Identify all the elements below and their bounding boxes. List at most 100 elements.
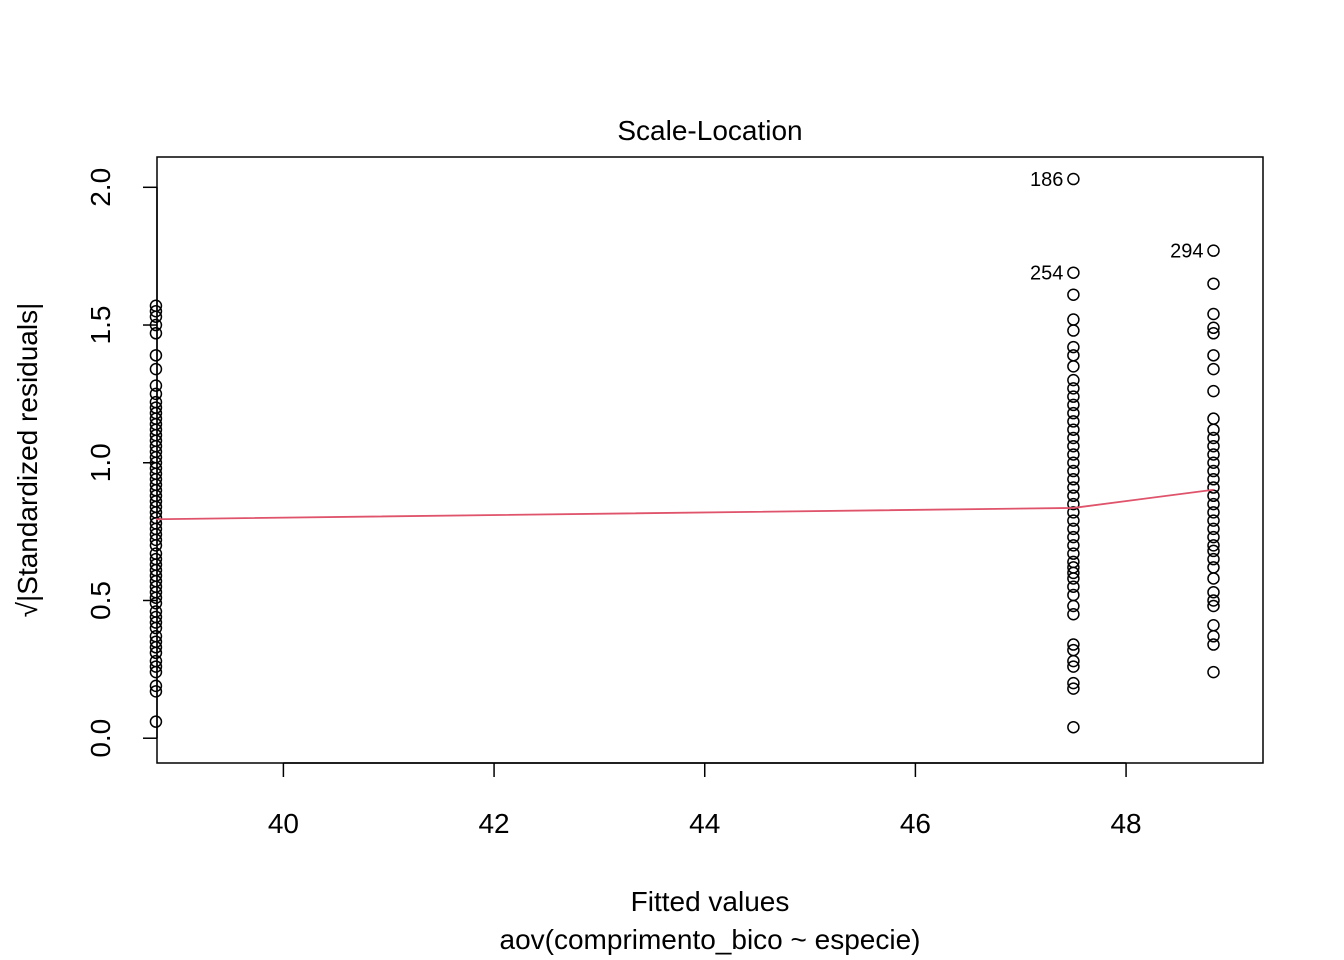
point-label: 254 — [1030, 263, 1063, 285]
data-point — [1067, 439, 1080, 453]
data-point — [1067, 423, 1080, 436]
data-point — [1207, 561, 1220, 574]
data-point — [149, 387, 163, 401]
data-point — [149, 318, 163, 332]
data-point — [149, 552, 163, 566]
data-point — [1207, 539, 1220, 552]
data-point — [149, 610, 163, 624]
data-point — [1067, 588, 1080, 602]
data-point — [1067, 340, 1080, 354]
data-point — [1067, 360, 1080, 373]
data-point — [1207, 384, 1220, 398]
data-point — [1067, 643, 1080, 657]
data-point — [1067, 398, 1080, 412]
data-point — [1207, 244, 1220, 257]
data-point — [1067, 660, 1080, 673]
data-point — [1067, 720, 1080, 734]
data-point — [1207, 619, 1220, 632]
data-point — [1067, 266, 1080, 279]
data-point — [1067, 415, 1080, 428]
data-point — [1207, 630, 1220, 643]
data-point — [1067, 555, 1080, 569]
data-point — [1067, 638, 1080, 651]
data-point — [1067, 497, 1080, 511]
x-axis-label: Fitted values — [631, 886, 790, 917]
y-tick-label: 2.0 — [85, 168, 116, 207]
data-point — [1067, 464, 1080, 478]
data-point — [1207, 349, 1220, 362]
data-point — [1207, 307, 1220, 321]
data-point — [149, 685, 163, 698]
data-point — [1067, 599, 1080, 613]
data-point — [1067, 349, 1080, 362]
data-point — [149, 654, 163, 668]
data-point — [1207, 544, 1220, 558]
data-point — [1207, 327, 1220, 340]
data-point — [1067, 448, 1080, 461]
y-axis-label: √|Standardized residuals| — [12, 303, 43, 618]
data-point — [149, 660, 163, 673]
data-point — [1067, 522, 1080, 536]
data-point — [1067, 382, 1080, 395]
x-axis-sublabel: aov(comprimento_bico ~ especie) — [500, 924, 921, 955]
data-point — [1067, 172, 1080, 186]
data-point — [149, 327, 163, 340]
y-axis: 0.0 0.5 1.0 1.5 2.0 — [85, 168, 158, 758]
data-point — [1067, 390, 1080, 403]
data-point — [1207, 572, 1220, 585]
y-tick-label: 0.0 — [85, 719, 116, 758]
data-point — [149, 362, 163, 376]
x-tick-label: 42 — [478, 808, 509, 839]
data-point — [1067, 473, 1080, 486]
data-point — [1207, 497, 1220, 511]
point-label: 294 — [1170, 241, 1203, 263]
data-point — [1207, 481, 1220, 494]
data-point — [1067, 676, 1080, 690]
data-point — [1207, 456, 1220, 470]
data-point — [1067, 406, 1080, 420]
data-point — [1207, 552, 1220, 566]
point-label: 186 — [1030, 169, 1063, 191]
data-point — [1207, 638, 1220, 651]
data-point — [1067, 580, 1080, 593]
data-point — [149, 630, 163, 643]
x-tick-label: 44 — [689, 808, 720, 839]
data-point — [1067, 456, 1080, 470]
smoother-line — [155, 488, 1214, 521]
data-point — [1067, 506, 1080, 519]
data-point — [149, 635, 163, 649]
data-point — [1207, 412, 1220, 425]
data-point — [1067, 481, 1080, 494]
data-point — [1067, 489, 1080, 503]
x-axis: 40 42 44 46 48 — [268, 762, 1142, 839]
data-point — [1207, 665, 1220, 679]
data-point — [1207, 423, 1220, 436]
data-point — [1067, 547, 1080, 560]
data-point — [1067, 608, 1080, 621]
y-tick-label: 0.5 — [85, 581, 116, 620]
x-tick-label: 40 — [268, 808, 299, 839]
data-point — [1067, 373, 1080, 387]
data-point — [1207, 599, 1220, 613]
x-tick-label: 48 — [1110, 808, 1141, 839]
y-tick-label: 1.0 — [85, 443, 116, 482]
data-point — [1067, 539, 1080, 552]
data-point — [1067, 682, 1080, 695]
data-point — [1207, 464, 1220, 478]
data-point — [1067, 530, 1080, 544]
data-point — [1067, 514, 1080, 527]
data-point — [1067, 324, 1080, 337]
data-point — [1067, 431, 1080, 445]
x-tick-label: 46 — [900, 808, 931, 839]
data-point — [149, 547, 163, 560]
data-point — [149, 349, 163, 362]
data-point — [149, 395, 163, 409]
data-point — [149, 715, 163, 728]
data-point — [1207, 585, 1220, 599]
data-points — [149, 172, 1220, 734]
data-point — [149, 379, 163, 392]
data-point — [149, 605, 163, 618]
point-annotations: 186 254 294 — [1030, 169, 1203, 285]
data-point — [149, 679, 163, 693]
